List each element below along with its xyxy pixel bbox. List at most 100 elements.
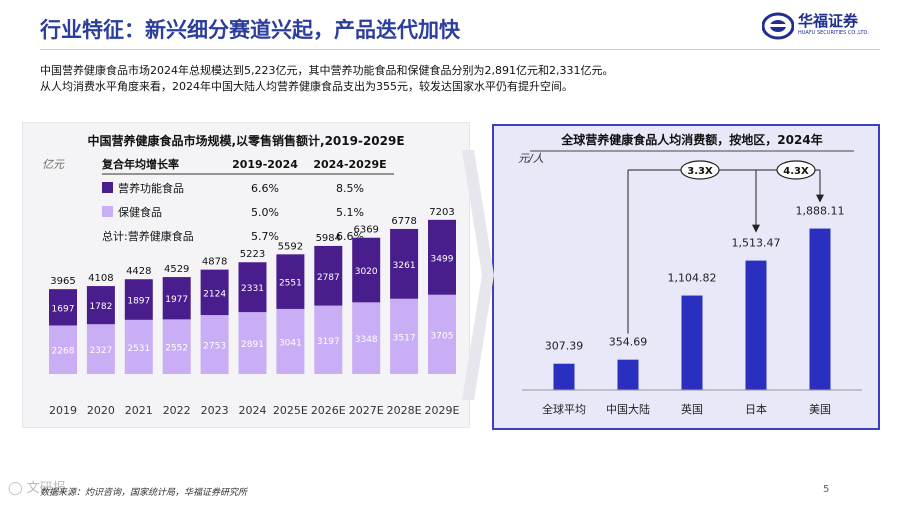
bar-value-label: 1697 [52,304,75,314]
x-tick-label: 2024 [239,404,267,417]
bar-value-label: 3348 [355,335,378,345]
watermark: ◯ 文研报 [8,481,66,496]
bar-total-label: 6369 [353,225,378,236]
per-capita-chart: 全球营养健康食品人均消费额，按地区，2024年 元/人 307.39 全球平均 35… [518,132,862,416]
bar-segment-functional-food [276,254,305,309]
bar-segment-functional-food [238,262,267,313]
bar-value-label: 3517 [393,333,416,343]
x-tick-label: 2022 [163,404,191,417]
cagr-table: 营养功能食品 6.6% 8.5%保健食品 5.0% 5.1%总计:营养健康食品 5.7% 6… [102,181,364,243]
bar-value-label: 1897 [127,297,150,307]
x-tick-label: 2028E [387,404,422,417]
cagr-row-value-1: 5.0% [251,206,279,219]
multiplier-badge [776,160,816,180]
x-tick-label: 2026E [311,404,346,417]
bar-value-label: 3041 [279,338,302,348]
bar-per-capita [617,359,639,390]
bar-value-label: 2331 [241,284,264,294]
x-tick-label: 日本 [745,402,767,416]
bar-total-label: 4428 [126,266,151,277]
bar-value-label: 307.39 [545,340,584,353]
bar-segment-health-food [162,319,191,374]
page-title: 行业特征：新兴细分赛道兴起，产品迭代加快 [40,18,460,42]
cagr-row-value-2: 8.5% [336,182,364,195]
cagr-row-label: 保健食品 [118,205,162,219]
cagr-header-period1: 2019-2024 [232,158,298,171]
bar-segment-functional-food [352,237,381,303]
logo-name: 华福证券 [798,12,859,30]
cagr-row-swatch [102,182,113,193]
bar-segment-functional-food [428,219,456,295]
bar-value-label: 1782 [89,302,112,312]
bar-segment-functional-food [390,228,419,299]
bar-segment-health-food [238,312,267,374]
bar-value-label: 2124 [203,289,226,299]
logo-emblem-icon [762,12,794,40]
bar-total-label: 5984 [316,233,341,244]
right-chart-unit: 元/人 [518,152,544,165]
bar-segment-health-food [352,302,381,374]
bar-segment-health-food [49,325,77,374]
cagr-row-label: 总计:营养健康食品 [102,229,194,243]
bar-segment-functional-food [314,245,343,306]
x-tick-label: 2023 [201,404,229,417]
logo-subtitle: HUAFU SECURITIES CO.,LTD. [798,30,869,36]
left-chart-bars: 2268 1697 3965 2019 2327 1782 4108 2020 2531 1897… [49,207,460,417]
bar-value-label: 2551 [279,279,302,289]
right-chart-bars: 307.39 全球平均 354.69 中国大陆 1,104.82 英国 1,513.47 日本… [522,160,862,416]
bar-segment-functional-food [162,277,191,320]
right-chart-title: 全球营养健康食品人均消费额，按地区，2024年 [560,132,822,147]
bar-value-label: 3261 [393,261,416,271]
cagr-row-swatch [102,206,113,217]
bar-segment-health-food [200,315,229,374]
bar-value-label: 3197 [317,337,340,347]
panel-arrow-icon [462,150,494,400]
multiplier-badge [680,160,720,180]
left-chart-title: 中国营养健康食品市场规模,以零售销售额计,2019-2029E [87,133,404,148]
x-tick-label: 2020 [87,404,115,417]
x-tick-label: 中国大陆 [606,402,650,416]
bar-value-label: 1977 [165,295,188,305]
bar-total-label: 5592 [278,241,303,252]
x-tick-label: 2027E [349,404,384,417]
bar-value-label: 1,513.47 [732,237,781,250]
bar-segment-functional-food [86,286,115,325]
page-number: 5 [823,484,830,495]
multiplier-label: 4.3X [783,166,809,177]
bar-value-label: 3020 [355,267,378,277]
x-tick-label: 2021 [125,404,153,417]
intro-line-2: 从人均消费水平角度来看，2024年中国大陆人均营养健康食品支出为355元，较发达… [40,80,573,93]
bar-value-label: 2552 [165,344,188,354]
bar-total-label: 6778 [391,216,416,227]
bar-per-capita [809,228,831,390]
x-tick-label: 美国 [809,403,831,416]
bar-per-capita [681,295,703,390]
bar-value-label: 2268 [52,347,75,357]
cagr-header-period2: 2024-2029E [313,158,386,171]
bar-total-label: 4108 [88,273,113,284]
cagr-row-value-2: 5.1% [336,206,364,219]
bar-segment-health-food [124,319,153,374]
cagr-header-label: 复合年均增长率 [101,157,179,171]
cagr-row-label: 营养功能食品 [118,181,184,195]
bar-total-label: 3965 [50,276,75,287]
bar-segment-functional-food [49,289,77,326]
bar-value-label: 354.69 [609,336,648,349]
bar-segment-functional-food [124,279,153,320]
bar-segment-health-food [428,294,456,374]
bar-segment-health-food [390,298,419,374]
intro-line-1: 中国营养健康食品市场2024年总规模达到5,223亿元，其中营养功能食品和保健食… [40,64,614,77]
bar-value-label: 2787 [317,273,340,283]
source-note: 数据来源：灼识咨询，国家统计局，华福证券研究所 [40,488,248,498]
bar-total-label: 7203 [429,207,454,218]
bar-value-label: 2753 [203,342,226,352]
bar-total-label: 4878 [202,257,227,268]
company-logo: 华福证券 HUAFU SECURITIES CO.,LTD. [762,9,882,43]
bar-value-label: 1,104.82 [668,272,717,285]
cagr-row-value-1: 5.7% [251,230,279,243]
bar-segment-functional-food [200,269,229,316]
bar-value-label: 2531 [127,344,150,354]
bar-value-label: 1,888.11 [796,205,845,218]
bar-total-label: 4529 [164,264,189,275]
bar-segment-health-food [276,308,305,374]
